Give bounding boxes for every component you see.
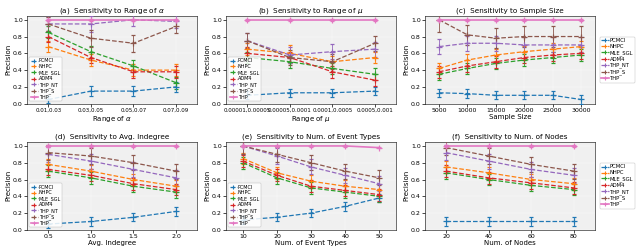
Legend: PCMCI, NHPC, MLE_SGL, ADM4, THP_NT, THP_S, THP: PCMCI, NHPC, MLE_SGL, ADM4, THP_NT, THP_… <box>228 57 261 101</box>
X-axis label: Num. of Event Types: Num. of Event Types <box>275 240 347 246</box>
Y-axis label: Precision: Precision <box>403 44 410 75</box>
Legend: PCMCI, NHPC, MLE_SGL, ADM4, THP_NT, THP_S, THP: PCMCI, NHPC, MLE_SGL, ADM4, THP_NT, THP_… <box>600 163 635 209</box>
X-axis label: Range of $\alpha$: Range of $\alpha$ <box>92 114 132 124</box>
Title: (e)  Sensitivity to Num. of Event Types: (e) Sensitivity to Num. of Event Types <box>242 134 380 140</box>
Y-axis label: Precision: Precision <box>6 44 12 75</box>
Legend: PCMCI, NHPC, MLE_SGL, ADM4, THP_NT, THP_S, THP: PCMCI, NHPC, MLE_SGL, ADM4, THP_NT, THP_… <box>29 57 62 101</box>
Y-axis label: Precision: Precision <box>6 170 12 201</box>
Title: (f)  Sensitivity to Num. of Nodes: (f) Sensitivity to Num. of Nodes <box>452 134 568 140</box>
X-axis label: Avg. Indegree: Avg. Indegree <box>88 240 136 246</box>
Legend: PCMCI, NHPC, MLE_SGL, ADM4, THP_NT, THP_S, THP: PCMCI, NHPC, MLE_SGL, ADM4, THP_NT, THP_… <box>600 37 635 83</box>
Title: (a)  Sensitivity to Range of $\alpha$: (a) Sensitivity to Range of $\alpha$ <box>60 6 165 16</box>
Y-axis label: Precision: Precision <box>204 170 211 201</box>
Title: (c)  Sensitivity to Sample Size: (c) Sensitivity to Sample Size <box>456 8 564 14</box>
Legend: PCMCI, NHPC, MLE_SGL, ADM4, THP_NT, THP_S, THP: PCMCI, NHPC, MLE_SGL, ADM4, THP_NT, THP_… <box>29 183 62 228</box>
X-axis label: Range of $\mu$: Range of $\mu$ <box>291 114 331 124</box>
X-axis label: Num. of Nodes: Num. of Nodes <box>484 240 536 246</box>
Y-axis label: Precision: Precision <box>204 44 211 75</box>
Title: (b)  Sensitivity to Range of $\mu$: (b) Sensitivity to Range of $\mu$ <box>259 6 364 16</box>
Y-axis label: Precision: Precision <box>403 170 410 201</box>
Legend: PCMCI, NHPC, MLE_SGL, ADM4, THP_NT, THP_S, THP: PCMCI, NHPC, MLE_SGL, ADM4, THP_NT, THP_… <box>228 183 261 228</box>
X-axis label: Sample Size: Sample Size <box>489 114 531 120</box>
Title: (d)  Sensitivity to Avg. Indegree: (d) Sensitivity to Avg. Indegree <box>55 134 170 140</box>
